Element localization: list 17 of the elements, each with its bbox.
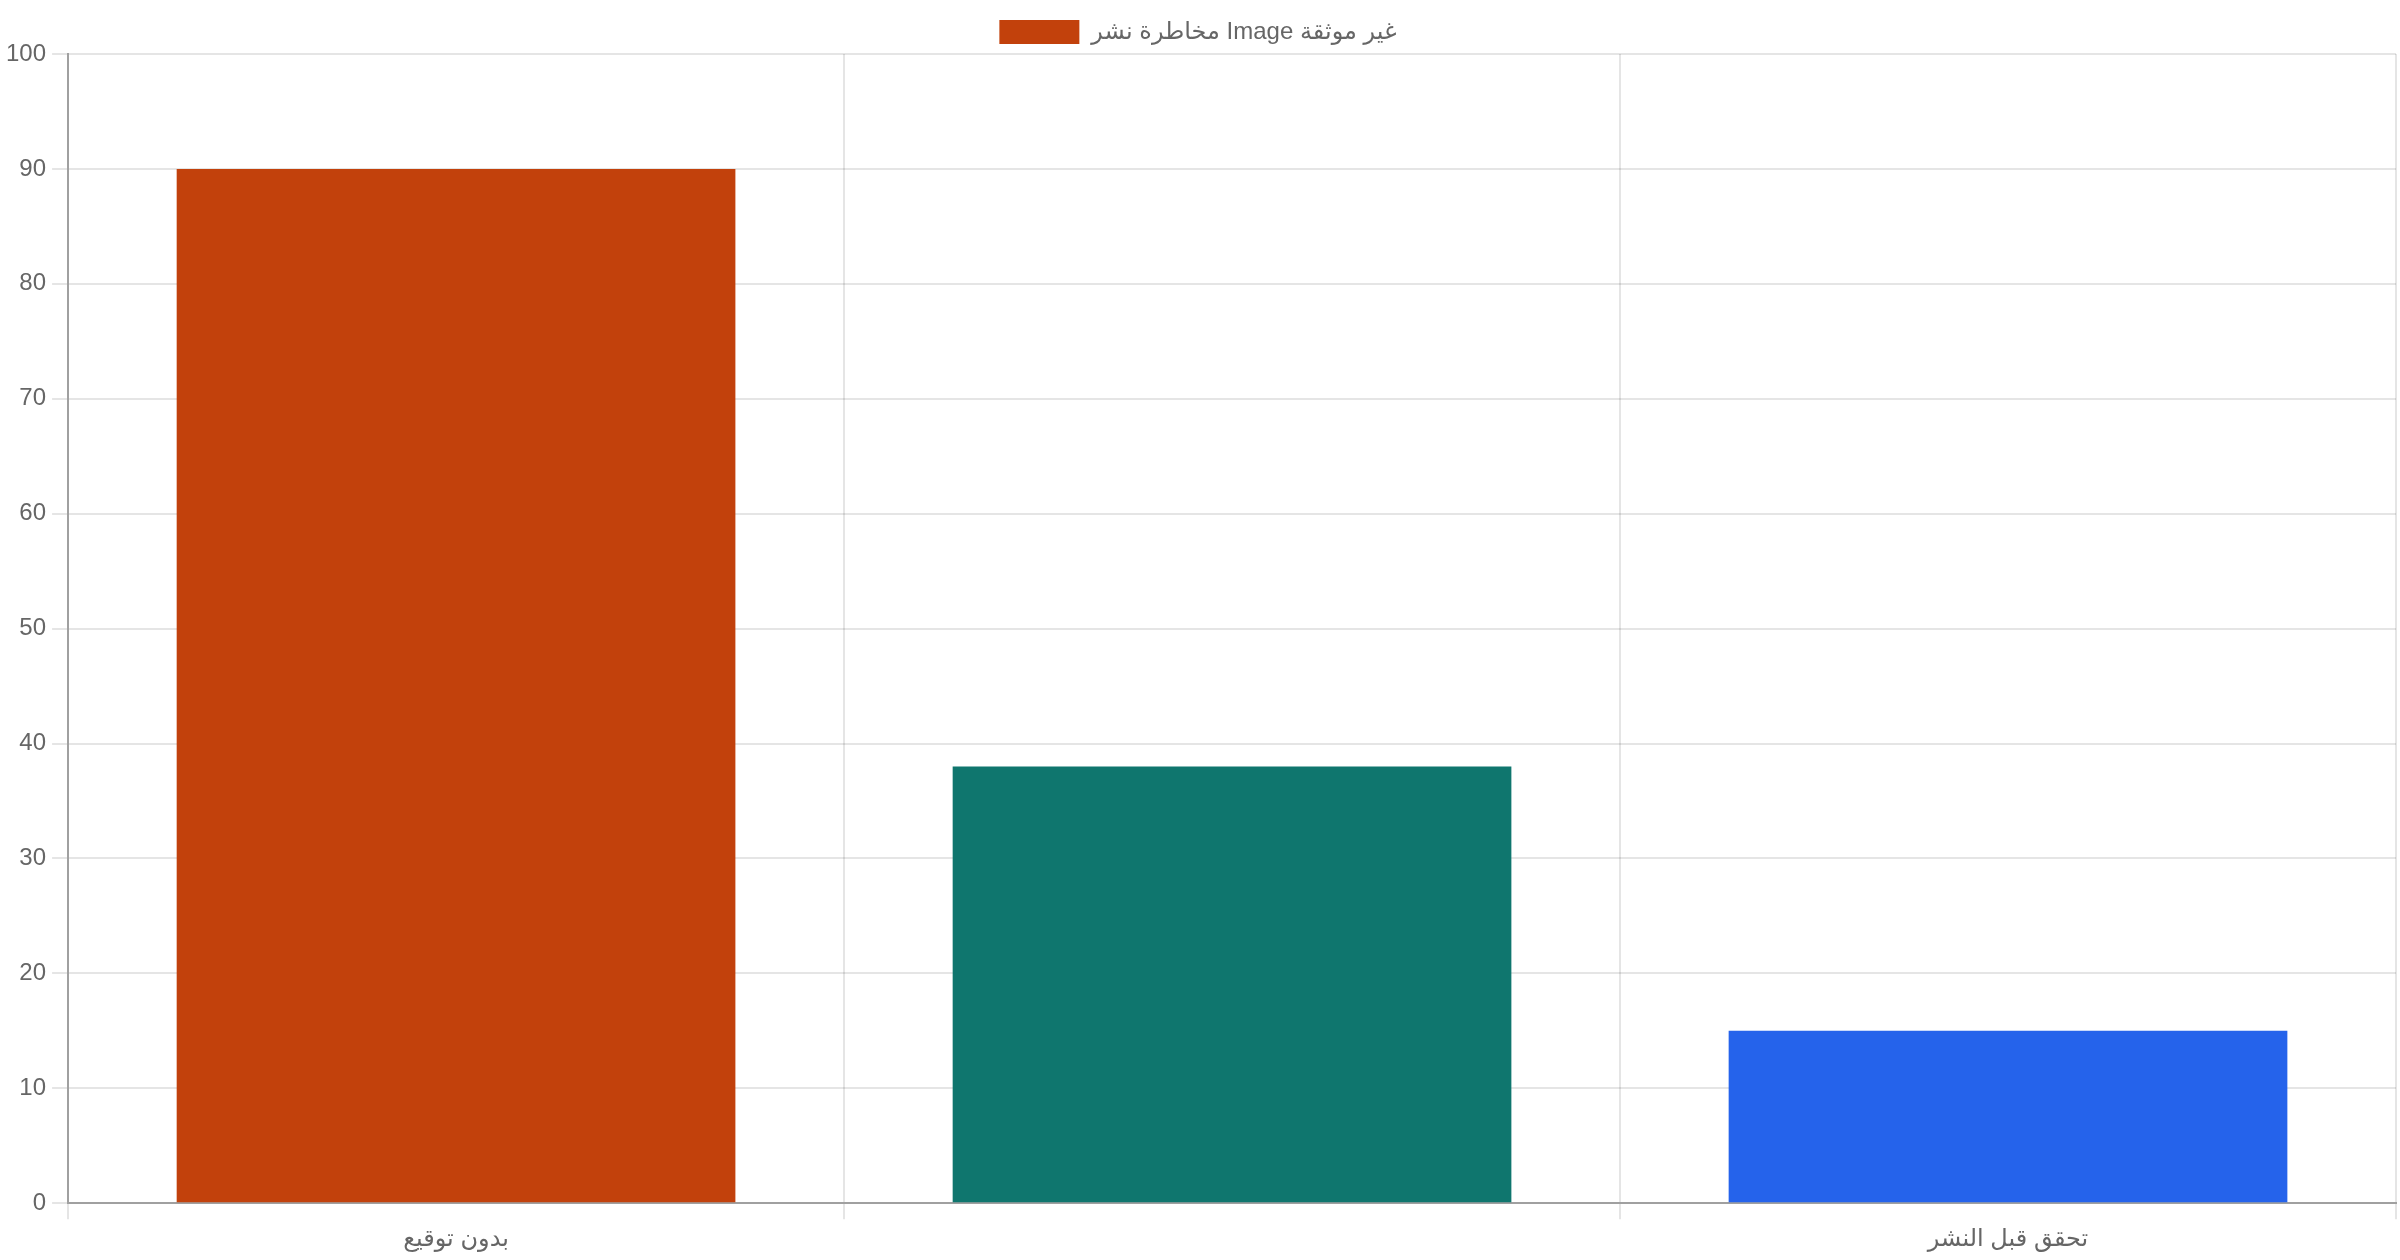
y-tick-label: 60 — [19, 498, 47, 526]
bar — [952, 766, 1512, 1203]
y-tick-label: 10 — [19, 1072, 47, 1100]
bar — [176, 168, 736, 1203]
y-tick-label: 20 — [19, 957, 47, 985]
y-tick-label: 0 — [32, 1187, 47, 1215]
y-tick-label: 100 — [6, 38, 47, 66]
y-tick-label: 90 — [19, 153, 47, 181]
legend-label: مخاطرة نشر Image غير موثقة — [1090, 16, 1397, 45]
y-tick-label: 30 — [19, 843, 47, 871]
y-tick-label: 80 — [19, 268, 47, 296]
y-tick-label: 40 — [19, 728, 47, 756]
x-tick-label: تحقق قبل النشر — [1926, 1224, 2089, 1253]
y-tick-label: 50 — [19, 613, 47, 641]
x-tick-label: بدون توقيع — [403, 1224, 509, 1253]
y-tick-label: 70 — [19, 383, 47, 411]
bar — [1728, 1030, 2288, 1203]
